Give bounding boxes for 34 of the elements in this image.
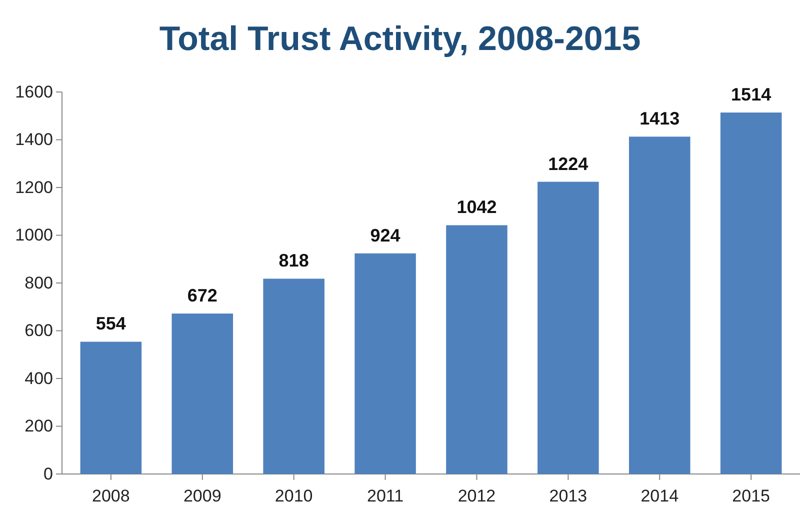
x-tick-label: 2014 <box>640 486 679 506</box>
bar <box>354 253 416 474</box>
y-tick-label: 0 <box>44 464 53 484</box>
data-label: 1413 <box>640 108 680 129</box>
y-tick-label: 400 <box>24 368 53 388</box>
data-label: 1514 <box>731 84 772 105</box>
bar <box>538 182 599 474</box>
bar <box>80 342 142 474</box>
data-label: 924 <box>370 225 400 246</box>
y-tick-label: 200 <box>24 416 53 436</box>
x-tick-label: 2010 <box>274 486 313 506</box>
y-tick-label: 1600 <box>15 82 53 102</box>
data-label: 672 <box>187 286 218 306</box>
chart-title: Total Trust Activity, 2008-2015 <box>159 20 641 58</box>
data-label: 818 <box>278 250 309 271</box>
y-tick-label: 600 <box>24 321 53 340</box>
data-label: 1224 <box>548 154 588 174</box>
y-tick-label: 1000 <box>15 226 53 245</box>
bar <box>628 136 690 474</box>
data-label: 554 <box>96 314 126 334</box>
bar <box>720 112 782 474</box>
bar <box>172 314 234 474</box>
x-tick-label: 2012 <box>458 486 496 506</box>
x-tick-label: 2011 <box>366 486 404 506</box>
x-tick-label: 2009 <box>183 486 222 506</box>
x-tick-label: 2015 <box>732 486 770 506</box>
x-tick-label: 2008 <box>92 486 130 506</box>
y-tick-label: 1400 <box>15 130 53 150</box>
bar <box>263 278 324 474</box>
x-tick-label: 2013 <box>549 486 588 506</box>
y-tick-label: 800 <box>24 273 53 292</box>
data-label: 1042 <box>456 197 497 218</box>
bar <box>446 225 508 474</box>
y-tick-label: 1200 <box>15 178 53 197</box>
